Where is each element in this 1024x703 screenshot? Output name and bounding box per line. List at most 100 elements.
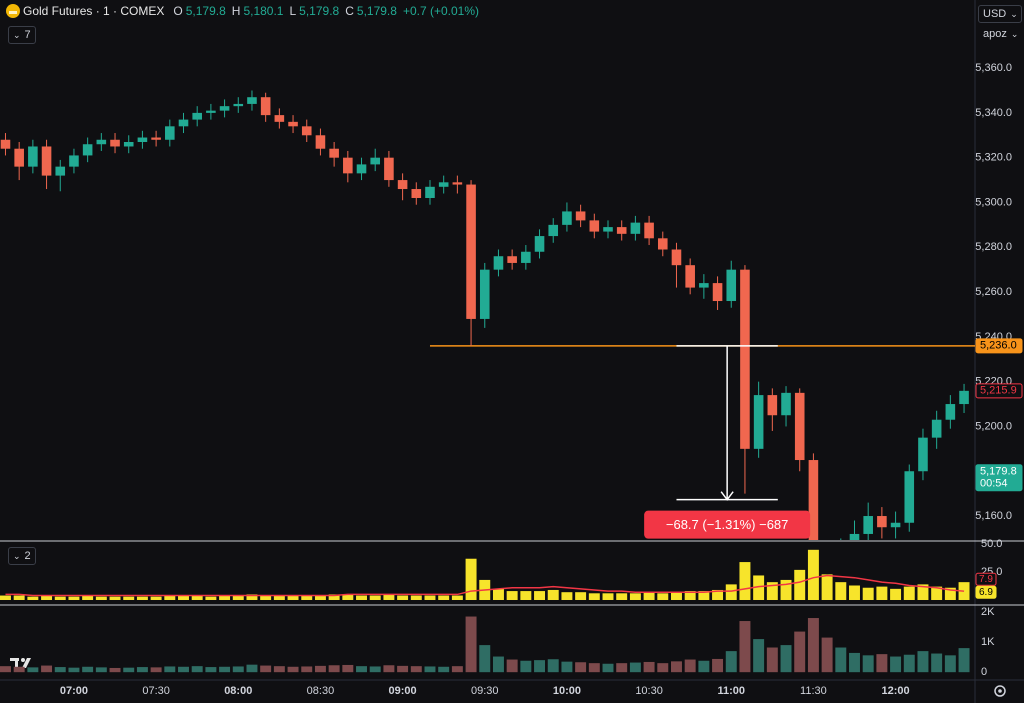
- volume-bar: [835, 582, 847, 600]
- candle-body: [836, 550, 846, 566]
- volume-bar: [780, 645, 792, 673]
- volume-bar: [41, 665, 53, 673]
- volume-bar: [273, 595, 285, 600]
- volume-bar: [397, 665, 409, 673]
- volume-bar: [314, 595, 326, 600]
- volume-bar: [273, 666, 285, 673]
- volume-bar: [438, 595, 450, 600]
- candle-body: [931, 419, 942, 438]
- volume-bar: [68, 596, 80, 600]
- volume-bar: [561, 592, 573, 600]
- ohlc-key: L: [289, 4, 297, 18]
- indicator-toggle[interactable]: ⌄ 7: [8, 26, 36, 44]
- account-selector[interactable]: apoz ⌄: [983, 28, 1019, 40]
- volume-bar: [534, 660, 546, 673]
- price-marker-label: 5,179.8: [980, 466, 1017, 478]
- currency-selector[interactable]: USD ⌄: [978, 5, 1022, 23]
- y-tick-label: 0: [981, 666, 987, 678]
- tradingview-logo: [10, 658, 31, 668]
- volume-bar: [725, 584, 737, 600]
- x-tick-label: 07:00: [60, 685, 88, 697]
- volume-bar: [588, 663, 600, 673]
- candle-body: [521, 251, 531, 263]
- ohlc-value: 5,179.8: [185, 4, 226, 18]
- ohlc-value: 5,180.1: [243, 4, 284, 18]
- volume-bar: [849, 652, 860, 673]
- symbol-title[interactable]: Gold Futures · 1 · COMEX: [23, 4, 165, 18]
- y-tick-label: 5,280.0: [975, 241, 1012, 253]
- candle-body: [740, 269, 750, 449]
- ohlc-value: 5,179.8: [356, 4, 397, 18]
- volume-bar: [712, 589, 724, 600]
- volume-bar: [287, 595, 299, 600]
- volume-bar: [424, 666, 436, 673]
- candle-body: [575, 211, 586, 221]
- volume-bar: [766, 582, 778, 600]
- volume-bar: [506, 591, 518, 600]
- x-tick-label: 12:00: [882, 685, 910, 697]
- volume-bar: [383, 594, 395, 600]
- measure-label-box: [644, 510, 811, 539]
- candle-body: [110, 139, 120, 147]
- volume-bar: [27, 667, 39, 673]
- volume-bar: [205, 667, 217, 673]
- value-marker-label: 7.9: [979, 574, 993, 585]
- price-marker-label: 5,236.0: [980, 340, 1017, 352]
- moving-average-line: [5, 574, 965, 597]
- y-tick-label: 5,260.0: [975, 286, 1012, 298]
- volume-bar: [54, 667, 66, 673]
- settings-button[interactable]: [994, 685, 1006, 697]
- volume-bar: [506, 659, 518, 673]
- volume-bar: [684, 659, 696, 673]
- candle-body: [69, 155, 79, 167]
- candle-body: [603, 227, 613, 232]
- candle-body: [466, 184, 476, 319]
- volume-bar: [109, 596, 121, 600]
- candle-body: [918, 437, 928, 472]
- volume-bar: [629, 593, 641, 600]
- volume-bar: [0, 595, 11, 600]
- volume-bar: [602, 663, 614, 673]
- price-marker-label: 5,215.9: [980, 385, 1017, 397]
- ohlc-value: 5,179.8: [299, 4, 340, 18]
- candle-body: [14, 148, 24, 167]
- volume-bar: [150, 667, 162, 673]
- candle-body: [41, 146, 52, 176]
- volume-bar: [575, 662, 587, 673]
- candle-body: [219, 106, 230, 111]
- volume-bar: [547, 659, 559, 673]
- indicator-count: 7: [24, 29, 31, 41]
- volume-bar: [616, 663, 628, 673]
- candle-body: [890, 522, 901, 528]
- volume-bar: [68, 667, 80, 673]
- price-pane: [0, 90, 975, 566]
- volume-bar: [109, 667, 121, 673]
- candle-body: [0, 139, 11, 149]
- ohlc-key: H: [231, 4, 241, 18]
- volume-bar: [164, 595, 176, 600]
- candle-body: [945, 404, 956, 420]
- volume-bar: [821, 574, 833, 600]
- volume-bar: [725, 651, 737, 673]
- volume-bar: [794, 631, 806, 673]
- candle-body: [589, 220, 600, 232]
- indicator-count: 2: [24, 550, 31, 562]
- candle-body: [685, 265, 695, 288]
- x-tick-label: 08:00: [224, 685, 252, 697]
- volume-bar: [178, 666, 189, 673]
- volume-bar: [492, 588, 504, 600]
- candle-body: [657, 238, 668, 250]
- volume-bar: [219, 595, 231, 600]
- legend-header: Gold Futures · 1 · COMEX O 5,179.8 H 5,180.…: [6, 4, 482, 18]
- volume-bar: [547, 589, 559, 600]
- indicator-toggle[interactable]: ⌄ 2: [8, 547, 36, 565]
- volume-bar: [465, 558, 477, 600]
- volume-bar: [123, 667, 135, 673]
- x-tick-label: 11:00: [717, 685, 745, 697]
- y-tick-label: 5,340.0: [975, 107, 1012, 119]
- volume-bar: [862, 587, 874, 600]
- volume-bar: [753, 575, 765, 600]
- volume-bar: [95, 667, 107, 673]
- price-change: +0.7 (+0.01%): [402, 4, 479, 18]
- x-tick-label: 08:30: [307, 685, 335, 697]
